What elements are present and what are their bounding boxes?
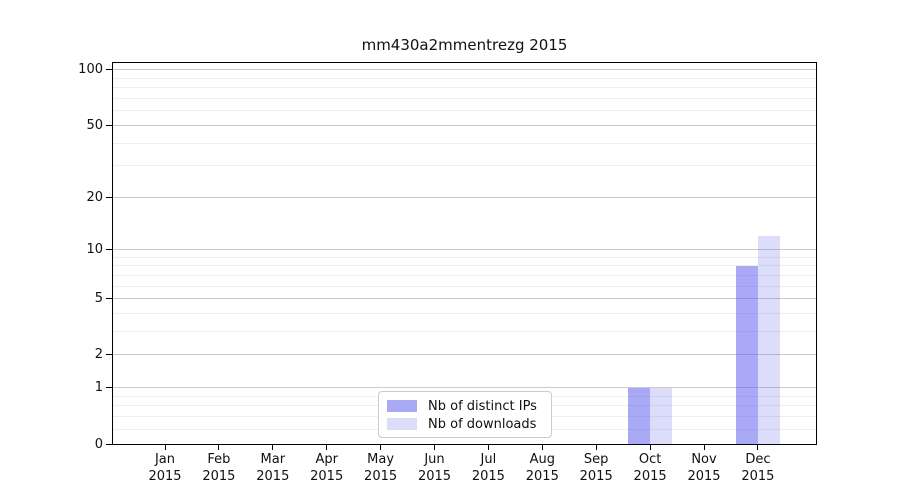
y-tick-label: 10	[86, 242, 103, 258]
x-tick-month: Oct	[638, 452, 662, 467]
x-tick-label: Mar 2015	[245, 451, 301, 485]
x-tick-label: Jan 2015	[137, 451, 193, 485]
y-tick-label: 50	[86, 117, 103, 133]
x-tick-mark	[541, 445, 543, 450]
x-tick-year: 2015	[202, 469, 236, 484]
y-gridline-major	[113, 354, 816, 356]
x-tick-mark	[649, 445, 651, 450]
y-gridline-minor	[113, 331, 816, 333]
y-tick-mark	[106, 443, 112, 445]
x-tick-label: Nov 2015	[676, 451, 732, 485]
y-gridline-minor	[113, 110, 816, 112]
bar-downloads	[650, 387, 673, 444]
x-tick-year: 2015	[364, 469, 398, 484]
y-tick-mark	[106, 249, 112, 251]
x-tick-label: Jun 2015	[407, 451, 463, 485]
x-tick-year: 2015	[148, 469, 182, 484]
x-tick-month: Feb	[207, 452, 231, 467]
y-gridline-minor	[113, 87, 816, 89]
y-tick-label: 0	[94, 436, 103, 452]
x-tick-month: Nov	[691, 452, 717, 467]
x-tick-mark	[757, 445, 759, 450]
x-tick-mark	[272, 445, 274, 450]
x-tick-month: Dec	[745, 452, 771, 467]
x-tick-month: Aug	[529, 452, 555, 467]
x-tick-mark	[380, 445, 382, 450]
x-tick-year: 2015	[471, 469, 505, 484]
y-gridline-minor	[113, 265, 816, 267]
x-tick-month: Jan	[154, 452, 176, 467]
plot-area	[112, 62, 817, 445]
x-tick-year: 2015	[633, 469, 667, 484]
y-gridline-major	[113, 298, 816, 300]
y-gridline-minor	[113, 274, 816, 276]
y-tick-label: 2	[94, 347, 103, 363]
bar-distinct-ips	[735, 265, 758, 444]
x-tick-mark	[434, 445, 435, 450]
y-gridline-minor	[113, 313, 816, 315]
x-tick-month: Mar	[260, 452, 286, 467]
x-tick-year: 2015	[741, 469, 775, 484]
y-gridline-major	[113, 387, 816, 389]
legend-swatch-downloads-icon	[387, 418, 417, 430]
y-gridline-minor	[113, 165, 816, 167]
legend-swatch-distinct-ips-icon	[387, 400, 417, 412]
x-tick-label: May 2015	[353, 451, 409, 485]
y-gridline-minor	[113, 98, 816, 100]
y-tick-label: 1	[94, 380, 103, 396]
x-tick-mark	[326, 445, 328, 450]
x-tick-year: 2015	[579, 469, 613, 484]
x-tick-label: Oct 2015	[622, 451, 678, 485]
x-tick-label: Jul 2015	[460, 451, 516, 485]
x-tick-label: Aug 2015	[514, 451, 570, 485]
x-tick-year: 2015	[525, 469, 559, 484]
y-tick-mark	[106, 124, 112, 126]
bar-distinct-ips	[628, 387, 651, 444]
bar-downloads	[757, 236, 780, 444]
x-tick-mark	[487, 445, 489, 450]
y-tick-mark	[106, 387, 112, 389]
y-gridline-minor	[113, 142, 816, 144]
y-gridline-major	[113, 124, 816, 126]
y-tick-label: 5	[94, 291, 103, 307]
y-tick-label: 20	[86, 189, 103, 205]
y-tick-label: 100	[78, 62, 103, 78]
x-tick-year: 2015	[310, 469, 344, 484]
x-tick-month: May	[367, 452, 395, 467]
x-tick-label: Sep 2015	[568, 451, 624, 485]
x-tick-mark	[703, 445, 705, 450]
y-gridline-minor	[113, 285, 816, 287]
x-tick-month: Apr	[315, 452, 338, 467]
x-tick-mark	[595, 445, 597, 450]
legend-item-downloads: Nb of downloads	[387, 415, 543, 433]
y-tick-mark	[106, 196, 112, 198]
x-tick-label: Dec 2015	[730, 451, 786, 485]
y-gridline-major	[113, 69, 816, 71]
legend: Nb of distinct IPs Nb of downloads	[378, 391, 552, 438]
y-gridline-minor	[113, 77, 816, 79]
legend-item-distinct-ips: Nb of distinct IPs	[387, 397, 543, 415]
x-tick-month: Sep	[583, 452, 609, 467]
x-tick-label: Feb 2015	[191, 451, 247, 485]
y-gridline-major	[113, 249, 816, 251]
x-tick-year: 2015	[256, 469, 290, 484]
x-tick-month: Jul	[480, 452, 497, 467]
x-tick-mark	[164, 445, 166, 450]
y-gridline-major	[113, 196, 816, 198]
x-tick-mark	[218, 445, 220, 450]
x-tick-month: Jun	[424, 452, 445, 467]
legend-label-distinct-ips: Nb of distinct IPs	[428, 398, 537, 414]
x-tick-label: Apr 2015	[299, 451, 355, 485]
y-tick-mark	[106, 298, 112, 300]
y-tick-mark	[106, 354, 112, 356]
chart-title: mm430a2mmentrezg 2015	[361, 36, 568, 54]
x-tick-year: 2015	[417, 469, 452, 484]
legend-label-downloads: Nb of downloads	[428, 416, 537, 432]
x-tick-year: 2015	[687, 469, 721, 484]
y-tick-mark	[106, 69, 112, 71]
y-gridline-minor	[113, 256, 816, 258]
